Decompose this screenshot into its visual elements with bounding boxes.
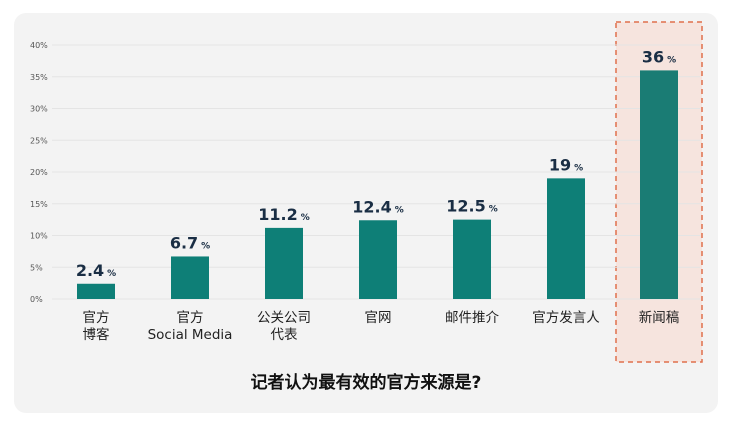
- x-tick-label: 官方: [177, 310, 204, 326]
- x-tick-label: 官网: [365, 310, 392, 326]
- y-tick-label: 30%: [30, 105, 48, 114]
- y-tick-label: 0%: [30, 295, 43, 304]
- x-tick-label: 代表: [271, 327, 298, 343]
- bar: [265, 227, 303, 299]
- chart-card: [14, 13, 718, 413]
- y-tick-label: 25%: [30, 136, 48, 145]
- bar: [171, 256, 209, 299]
- x-tick-label: Social Media: [148, 327, 233, 343]
- bar: [453, 219, 491, 299]
- x-tick-label: 新闻稿: [639, 310, 680, 326]
- x-tick-label: 官方发言人: [532, 310, 600, 326]
- x-tick-label: 邮件推介: [445, 310, 499, 326]
- bar: [77, 283, 115, 299]
- x-tick-label: 公关公司: [257, 310, 311, 326]
- bar: [359, 220, 397, 299]
- data-label: 2.4%: [76, 261, 116, 280]
- y-tick-label: 10%: [30, 232, 48, 241]
- y-tick-label: 5%: [30, 263, 43, 272]
- data-label: 12.4%: [352, 197, 404, 216]
- x-tick-label: 官方: [83, 310, 110, 326]
- data-label: 36%: [642, 47, 676, 66]
- y-tick-label: 35%: [30, 73, 48, 82]
- data-label: 19%: [549, 155, 583, 174]
- chart-title: 记者认为最有效的官方来源是?: [250, 373, 482, 393]
- bar: [547, 178, 585, 299]
- data-label: 6.7%: [170, 233, 210, 252]
- y-tick-label: 20%: [30, 168, 48, 177]
- data-label: 12.5%: [446, 197, 498, 216]
- y-tick-label: 40%: [30, 41, 48, 50]
- data-label: 11.2%: [258, 205, 310, 224]
- x-tick-label: 博客: [83, 326, 110, 343]
- bar: [640, 70, 678, 300]
- y-tick-label: 15%: [30, 200, 48, 209]
